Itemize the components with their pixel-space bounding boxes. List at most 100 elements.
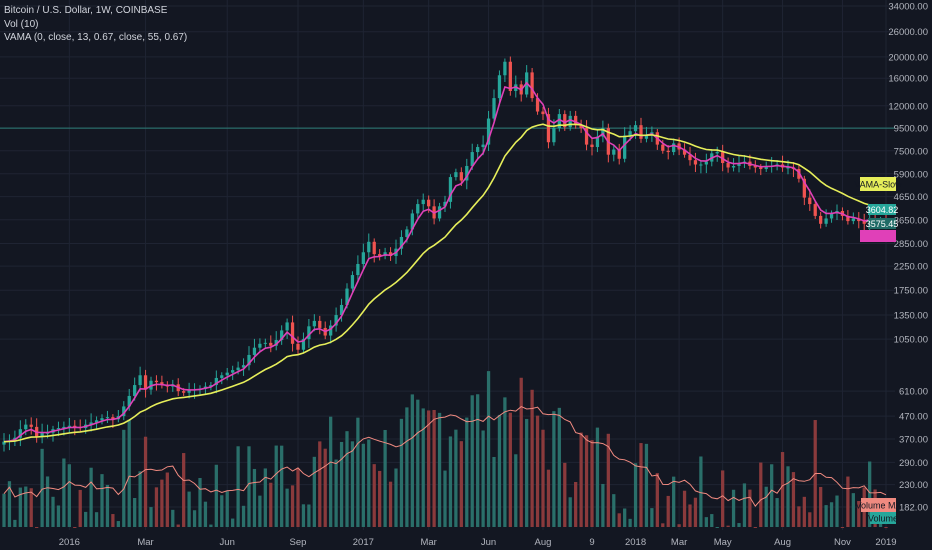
volume-bar: [318, 441, 322, 527]
candle-body: [231, 370, 235, 373]
candle-body: [247, 354, 251, 366]
volume-bar: [851, 493, 855, 527]
volume-bar: [143, 436, 148, 527]
volume-bar: [857, 501, 861, 527]
candle-body: [220, 375, 224, 378]
time-tick-label: May: [714, 537, 732, 548]
volume-bar: [345, 431, 349, 527]
candle-body: [421, 199, 425, 205]
price-tick-label: 1050.00: [894, 335, 928, 346]
candle-body: [133, 385, 137, 396]
volume-bar: [590, 440, 594, 527]
candle-body: [274, 340, 278, 346]
candle-body: [339, 304, 344, 316]
candle-body: [546, 114, 551, 143]
volume-bar: [829, 502, 834, 527]
volume-bar: [192, 510, 197, 527]
price-tick-label: 1350.00: [894, 311, 928, 322]
volume-bar: [699, 456, 703, 527]
volume-bar: [160, 479, 164, 527]
volume-bar: [655, 473, 659, 527]
candle-body: [481, 144, 485, 148]
candle-body: [704, 161, 708, 165]
volume-bar: [731, 489, 736, 527]
candle-body: [574, 115, 578, 126]
volume-bar: [105, 484, 110, 527]
price-tick-label: 610.00: [899, 387, 928, 398]
volume-bar: [220, 495, 224, 527]
candle-body: [405, 229, 409, 237]
candles: [2, 56, 888, 452]
candle-body: [824, 218, 828, 224]
volume-bar: [884, 527, 888, 528]
candle-body: [454, 172, 458, 178]
candle-body: [388, 252, 393, 257]
volume-bar: [94, 512, 99, 527]
volume-bar: [307, 504, 311, 527]
volume-bar: [296, 468, 300, 527]
volume-bar: [661, 523, 665, 527]
volume-bar: [231, 518, 235, 527]
candle-body: [584, 128, 589, 145]
price-tick-label: 5900.00: [894, 169, 928, 180]
vama-slow-line: [3, 123, 887, 443]
volume-bar: [448, 436, 453, 527]
volume-bar: [791, 472, 796, 527]
svg-text:Volume: Volume: [868, 514, 898, 524]
volume-bar: [62, 458, 66, 527]
volume-bar: [704, 517, 708, 527]
time-axis[interactable]: 2016 Mar Jun Sep 2017 Mar Jun Aug 9 2018 Mar May Aug…: [59, 537, 897, 548]
candle-body: [18, 429, 22, 438]
volume-bar: [329, 416, 333, 527]
volume-bar: [323, 448, 327, 527]
candle-body: [307, 326, 311, 340]
volume-bar: [677, 524, 681, 527]
candle-body: [62, 426, 66, 429]
volume-bar: [51, 496, 55, 527]
candle-body: [552, 128, 556, 143]
candle-body: [94, 420, 99, 423]
candle-body: [530, 72, 534, 99]
volume-bar: [770, 464, 774, 527]
volume-bar: [525, 418, 529, 527]
candle-body: [612, 149, 616, 155]
candle-body: [356, 264, 360, 276]
volume-bar: [399, 418, 404, 527]
candle-body: [258, 343, 262, 348]
price-tick-label: 182.00: [899, 503, 928, 514]
volume-bar: [786, 466, 790, 527]
svg-text:3575.45: 3575.45: [866, 219, 899, 229]
candle-body: [40, 432, 44, 437]
volume-bar: [165, 472, 169, 527]
candle-body: [437, 206, 442, 219]
price-tick-label: 4650.00: [894, 192, 928, 203]
candle-body: [100, 418, 104, 421]
volume-bar: [481, 430, 485, 527]
volume-bar: [650, 508, 654, 527]
candle-body: [590, 144, 594, 148]
volume-bar: [56, 505, 61, 527]
volume-bar: [824, 505, 828, 527]
candle-body: [465, 165, 469, 181]
candle-body: [318, 320, 322, 328]
volume-bar: [606, 433, 610, 527]
candle-body: [628, 131, 632, 136]
price-axis[interactable]: 182.00 230.00 290.00 370.00 470.00 610.00 1050…: [888, 2, 928, 514]
volume-bar: [263, 468, 267, 527]
volume-bar: [290, 485, 295, 527]
candle-body: [541, 111, 545, 115]
candle-body: [715, 152, 719, 154]
volume-bar: [111, 514, 115, 527]
legend-volume-study[interactable]: Vol (10): [4, 18, 39, 30]
candle-body: [846, 215, 850, 222]
volume-bar: [432, 409, 436, 527]
legend-vama-study[interactable]: VAMA (0, close, 13, 0.67, close, 55, 0.6…: [4, 32, 188, 43]
candle-body: [721, 152, 725, 164]
volume-bar: [356, 417, 360, 527]
volume-bar: [100, 474, 104, 527]
volume-bar: [252, 468, 257, 527]
volume-bar: [138, 471, 142, 527]
legend-symbol[interactable]: Bitcoin / U.S. Dollar, 1W, COINBASE: [4, 5, 168, 16]
volume-bar: [672, 476, 676, 527]
